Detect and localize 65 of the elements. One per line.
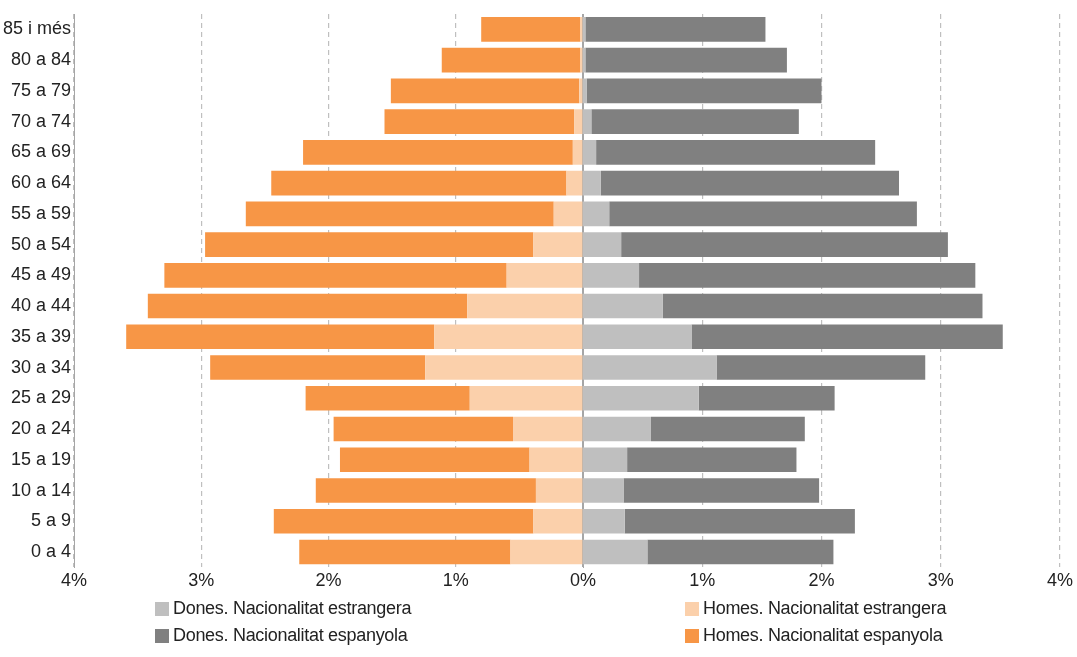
legend-label: Homes. Nacionalitat estrangera	[703, 598, 947, 619]
bar	[650, 416, 805, 442]
legend-label: Dones. Nacionalitat estrangera	[173, 598, 412, 619]
bar	[698, 386, 835, 411]
x-tick-label: 2%	[808, 570, 835, 591]
x-tick-label: 4%	[1046, 570, 1074, 591]
bar	[639, 263, 976, 288]
y-tick-label: 70 a 74	[10, 110, 72, 131]
bar	[662, 293, 983, 319]
bar	[299, 539, 511, 565]
x-tick-label: 2%	[315, 570, 342, 591]
bar	[315, 478, 536, 503]
legend-label: Dones. Nacionalitat espanyola	[173, 625, 408, 646]
bar	[390, 78, 580, 104]
bar	[245, 201, 554, 227]
bar	[441, 47, 581, 73]
y-tick-label: 35 a 39	[10, 325, 72, 346]
y-tick-label: 65 a 69	[10, 141, 72, 162]
bar	[600, 170, 900, 196]
y-tick-label: 20 a 24	[10, 418, 72, 439]
bar	[624, 508, 855, 534]
bar	[621, 232, 948, 257]
x-tick-label: 4%	[61, 570, 88, 591]
bar	[164, 263, 507, 288]
y-tick-label: 45 a 49	[10, 264, 72, 285]
y-tick-label: 55 a 59	[10, 202, 72, 223]
bar	[303, 140, 573, 165]
bar	[210, 355, 426, 380]
y-tick-label: 10 a 14	[10, 479, 72, 500]
bar	[147, 293, 468, 319]
x-tick-label: 3%	[188, 570, 215, 591]
y-tick-label: 30 a 34	[10, 356, 72, 377]
bar	[596, 140, 876, 165]
bar	[205, 232, 534, 257]
bar	[271, 170, 567, 196]
x-tick-label: 1%	[442, 570, 469, 591]
bar	[339, 447, 530, 473]
bar	[691, 324, 1003, 350]
bar	[623, 478, 820, 503]
y-tick-label: 5 a 9	[30, 510, 72, 531]
legend-label: Homes. Nacionalitat espanyola	[703, 625, 943, 646]
bar	[647, 539, 834, 565]
bar	[586, 78, 822, 104]
bar	[305, 386, 470, 411]
y-tick-label: 80 a 84	[10, 49, 72, 70]
y-tick-label: 0 a 4	[30, 541, 72, 561]
y-tick-label: 75 a 79	[10, 79, 72, 100]
bar	[609, 201, 917, 227]
bar	[273, 508, 534, 534]
bar	[481, 17, 581, 42]
y-tick-label: 40 a 44	[10, 295, 72, 316]
bar	[716, 355, 926, 380]
x-tick-label: 0%	[569, 570, 597, 591]
bar	[591, 109, 799, 134]
bar	[126, 324, 435, 350]
bar	[333, 416, 514, 442]
x-tick-label: 3%	[927, 570, 954, 591]
y-tick-label: 60 a 64	[10, 172, 72, 193]
bar	[627, 447, 797, 473]
bar	[384, 109, 575, 134]
x-tick-label: 1%	[689, 570, 716, 591]
y-tick-label: 25 a 29	[10, 387, 72, 408]
y-tick-label: 50 a 54	[10, 233, 72, 254]
y-tick-label: 85 i més	[3, 18, 72, 39]
y-tick-label: 15 a 19	[10, 448, 72, 469]
